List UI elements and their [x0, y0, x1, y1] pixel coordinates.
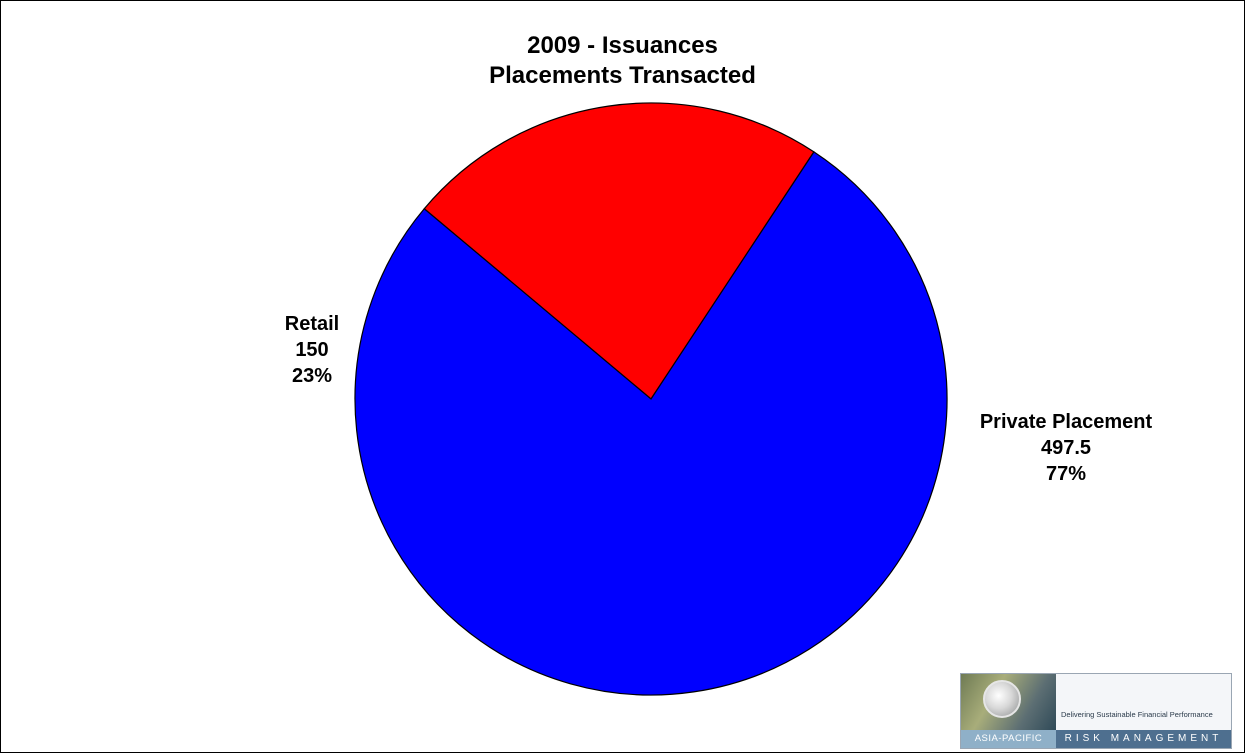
retail-label-name: Retail	[284, 313, 340, 335]
chart-title: 2009 - Issuances Placements Transacted	[1, 31, 1244, 91]
retail-label-percent: 23%	[291, 365, 333, 387]
logo-brand: RISK MANAGEMENT	[1064, 733, 1223, 744]
retail-label-value: 150	[295, 339, 329, 361]
private-placement-label-name: Private Placement	[979, 411, 1153, 433]
logo-emblem-icon	[961, 674, 1056, 730]
logo-region: ASIA-PACIFIC	[961, 730, 1056, 748]
chart-title-line-2: Placements Transacted	[489, 62, 756, 89]
logo-bar: ASIA-PACIFIC RISK MANAGEMENT	[961, 730, 1231, 748]
private-placement-label-value: 497.5	[1040, 437, 1092, 459]
logo-tagline: Delivering Sustainable Financial Perform…	[1061, 710, 1213, 719]
chart-title-line-1: 2009 - Issuances	[527, 32, 718, 59]
pie-slice-retail	[423, 102, 815, 400]
pie-slice-private-placement	[354, 151, 948, 696]
private-placement-data-label: Private Placement 497.5 77%	[941, 409, 1191, 487]
retail-data-label: Retail 150 23%	[257, 311, 367, 389]
private-placement-label-percent: 77%	[1045, 463, 1087, 485]
company-logo: Delivering Sustainable Financial Perform…	[960, 673, 1232, 749]
